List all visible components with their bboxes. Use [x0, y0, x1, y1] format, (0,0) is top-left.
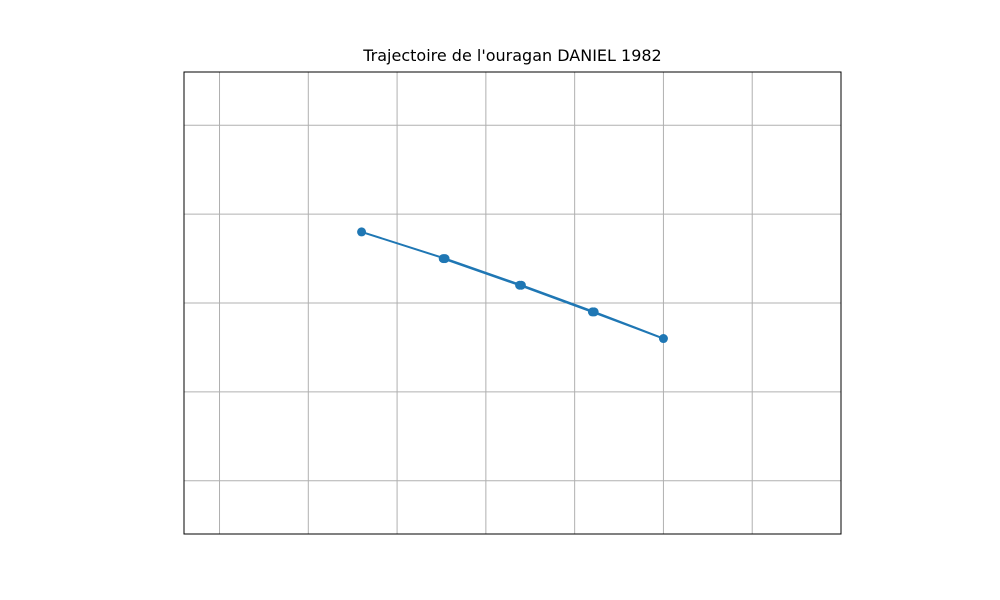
grid-layer: [184, 72, 841, 534]
data-point: [587, 307, 597, 317]
data-point: [438, 254, 448, 264]
data-point: [515, 280, 525, 290]
series-layer: [357, 227, 668, 344]
data-point: [658, 334, 668, 344]
data-point: [357, 227, 367, 237]
plot-frame: [183, 71, 842, 535]
chart-title: Trajectoire de l'ouragan DANIEL 1982: [363, 46, 662, 65]
series-line: [361, 230, 665, 340]
